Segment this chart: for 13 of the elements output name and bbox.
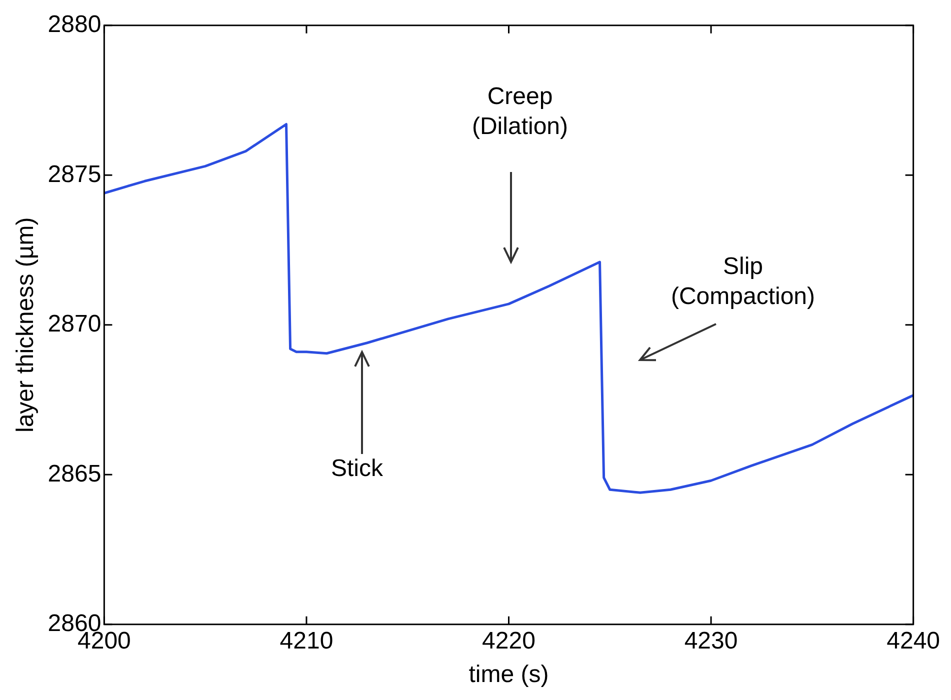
y-tick-label: 2875 bbox=[48, 160, 102, 188]
y-tick-label: 2870 bbox=[48, 310, 102, 338]
x-tick-label: 4240 bbox=[886, 627, 940, 654]
y-tick-label: 2880 bbox=[48, 11, 102, 38]
y-tick-label: 2865 bbox=[48, 460, 102, 488]
x-tick-label: 4210 bbox=[280, 627, 334, 654]
annotation: Slip (Compaction) bbox=[670, 252, 816, 312]
x-tick-label: 4220 bbox=[482, 627, 536, 654]
annotation: Creep (Dilation) bbox=[470, 82, 570, 142]
x-tick-label: 4230 bbox=[684, 627, 738, 654]
x-axis-title: time (s) bbox=[468, 661, 549, 688]
annotation: Stick bbox=[330, 454, 384, 484]
y-axis-title: layer thickness (µm) bbox=[12, 217, 40, 432]
